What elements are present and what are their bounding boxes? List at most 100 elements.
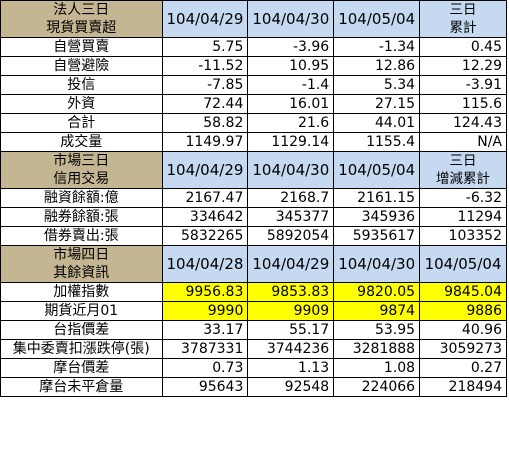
table-row: 外資 72.44 16.01 27.15 115.6 [0, 94, 507, 114]
value-cell: 3059273 [419, 339, 507, 359]
row-label: 加權指數 [0, 282, 163, 302]
date-header: 104/05/04 [333, 151, 421, 189]
value-cell: 218494 [419, 377, 507, 397]
cumulative-header: 三日 增減累計 [419, 151, 507, 189]
section-header-row: 法人三日 現貨買賣超 104/04/29 104/04/30 104/05/04 三日 累計 [0, 0, 507, 38]
value-cell: 115.6 [419, 94, 507, 114]
value-cell: 2167.47 [161, 188, 249, 208]
value-cell: 0.45 [419, 37, 507, 57]
value-cell: -11.52 [161, 56, 249, 76]
date-header: 104/05/04 [419, 245, 507, 283]
value-cell: 58.82 [161, 113, 249, 133]
date-header: 104/05/04 [333, 0, 421, 38]
row-label: 期貨近月01 [0, 301, 163, 321]
value-cell: 10.95 [247, 56, 335, 76]
table-row: 集中委賣扣漲跌停(張) 3787331 3744236 3281888 3059273 [0, 339, 507, 359]
section-title: 市場四日 其餘資訊 [0, 245, 163, 283]
value-cell: 9886 [419, 301, 507, 321]
value-cell: 21.6 [247, 113, 335, 133]
value-cell: 345377 [247, 207, 335, 227]
value-cell: 334642 [161, 207, 249, 227]
date-header: 104/04/29 [161, 151, 249, 189]
row-label: 合計 [0, 113, 163, 133]
row-label: 台指價差 [0, 320, 163, 340]
table-row: 自營買賣 5.75 -3.96 -1.34 0.45 [0, 37, 507, 57]
value-cell: 5892054 [247, 226, 335, 246]
table-row: 融券餘額:張 334642 345377 345936 11294 [0, 207, 507, 227]
cumulative-header: 三日 累計 [419, 0, 507, 38]
value-cell: -3.96 [247, 37, 335, 57]
table-row: 台指價差 33.17 55.17 53.95 40.96 [0, 320, 507, 340]
value-cell: 0.27 [419, 358, 507, 378]
value-cell: 9956.83 [161, 282, 249, 302]
section-header-row: 市場四日 其餘資訊 104/04/28 104/04/29 104/04/30 104/0… [0, 245, 507, 283]
value-cell: 9820.05 [333, 282, 421, 302]
date-header: 104/04/29 [247, 245, 335, 283]
value-cell: 53.95 [333, 320, 421, 340]
value-cell: 1.13 [247, 358, 335, 378]
header-line: 三日 [449, 153, 477, 169]
table-row: 摩台價差 0.73 1.13 1.08 0.27 [0, 358, 507, 378]
row-label: 集中委賣扣漲跌停(張) [0, 339, 163, 359]
row-label: 自營買賣 [0, 37, 163, 57]
value-cell: 1149.97 [161, 132, 249, 152]
value-cell: 9853.83 [247, 282, 335, 302]
header-line: 信用交易 [53, 171, 110, 187]
value-cell: 3787331 [161, 339, 249, 359]
value-cell: 103352 [419, 226, 507, 246]
section-header-row: 市場三日 信用交易 104/04/29 104/04/30 104/05/04 三日 增減累… [0, 151, 507, 189]
date-header: 104/04/30 [247, 0, 335, 38]
row-label: 借券賣出:張 [0, 226, 163, 246]
row-label: 投信 [0, 75, 163, 95]
table-row: 自營避險 -11.52 10.95 12.86 12.29 [0, 56, 507, 76]
section-title: 法人三日 現貨買賣超 [0, 0, 163, 38]
value-cell: -1.4 [247, 75, 335, 95]
value-cell: 5832265 [161, 226, 249, 246]
value-cell: 3281888 [333, 339, 421, 359]
value-cell: 5.34 [333, 75, 421, 95]
value-cell: 5.75 [161, 37, 249, 57]
value-cell: 55.17 [247, 320, 335, 340]
value-cell: 44.01 [333, 113, 421, 133]
header-line: 累計 [449, 20, 477, 36]
header-line: 增減累計 [436, 171, 491, 187]
value-cell: 12.86 [333, 56, 421, 76]
date-header: 104/04/30 [333, 245, 421, 283]
header-line: 市場三日 [53, 153, 110, 169]
table-row: 期貨近月01 9990 9909 9874 9886 [0, 301, 507, 321]
row-label: 摩台未平倉量 [0, 377, 163, 397]
value-cell: 1.08 [333, 358, 421, 378]
value-cell: 9909 [247, 301, 335, 321]
date-header: 104/04/28 [161, 245, 249, 283]
value-cell: 12.29 [419, 56, 507, 76]
header-line: 市場四日 [53, 247, 110, 263]
header-line: 其餘資訊 [53, 265, 110, 281]
value-cell: 16.01 [247, 94, 335, 114]
row-label: 自營避險 [0, 56, 163, 76]
value-cell: 27.15 [333, 94, 421, 114]
date-header: 104/04/30 [247, 151, 335, 189]
value-cell: 1155.4 [333, 132, 421, 152]
table-row: 合計 58.82 21.6 44.01 124.43 [0, 113, 507, 133]
value-cell: 95643 [161, 377, 249, 397]
row-label: 融資餘額:億 [0, 188, 163, 208]
table-row: 成交量 1149.97 1129.14 1155.4 N/A [0, 132, 507, 152]
row-label: 摩台價差 [0, 358, 163, 378]
market-summary-table: 法人三日 現貨買賣超 104/04/29 104/04/30 104/05/04 三日 累計… [0, 0, 507, 397]
value-cell: 3744236 [247, 339, 335, 359]
value-cell: 72.44 [161, 94, 249, 114]
header-line: 三日 [449, 2, 477, 18]
value-cell: 224066 [333, 377, 421, 397]
table-row: 融資餘額:億 2167.47 2168.7 2161.15 -6.32 [0, 188, 507, 208]
value-cell: 9990 [161, 301, 249, 321]
value-cell: 345936 [333, 207, 421, 227]
value-cell: 11294 [419, 207, 507, 227]
value-cell: -1.34 [333, 37, 421, 57]
value-cell: 9845.04 [419, 282, 507, 302]
value-cell: -6.32 [419, 188, 507, 208]
value-cell: 1129.14 [247, 132, 335, 152]
table-row: 摩台未平倉量 95643 92548 224066 218494 [0, 377, 507, 397]
value-cell: 33.17 [161, 320, 249, 340]
value-cell: -3.91 [419, 75, 507, 95]
value-cell: 0.73 [161, 358, 249, 378]
